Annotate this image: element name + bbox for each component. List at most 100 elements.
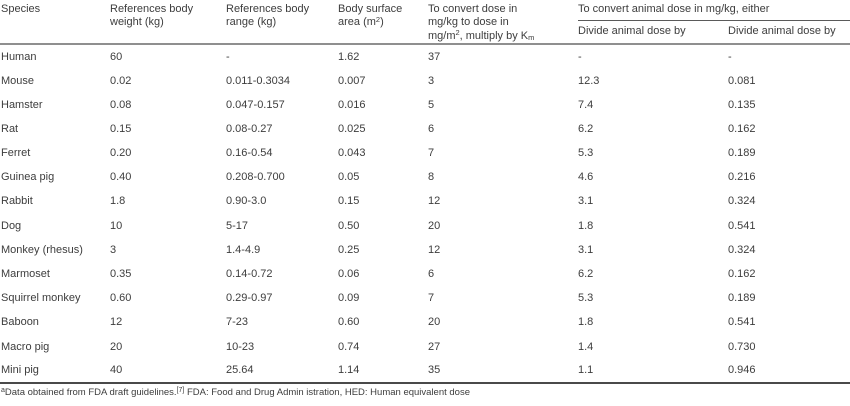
species-cell: Ferret bbox=[1, 147, 31, 160]
footnote-abbreviations: FDA: Food and Drug Admin istration, HED:… bbox=[184, 386, 470, 398]
body-range-cell: - bbox=[226, 50, 230, 63]
km-cell: 20 bbox=[428, 219, 441, 232]
body-range-cell: 0.08-0.27 bbox=[226, 122, 273, 135]
body-range-cell: 0.29-0.97 bbox=[226, 292, 273, 305]
body-weight-cell: 0.40 bbox=[110, 171, 132, 184]
km-cell: 6 bbox=[428, 122, 435, 135]
footnote-reference: [7] bbox=[176, 386, 185, 394]
header-km-conversion: To convert dose in mg/kg to dose in mg/m… bbox=[428, 0, 578, 46]
divide-dose-cell-2: 0.216 bbox=[728, 171, 756, 184]
footnote-marker: a bbox=[1, 386, 5, 394]
km-cell: 12 bbox=[428, 243, 441, 256]
body-weight-cell: 60 bbox=[110, 50, 123, 63]
species-cell: Squirrel monkey bbox=[1, 292, 81, 305]
header-species: Species bbox=[0, 0, 110, 46]
table-row: Monkey (rhesus) 3 1.4-4.9 0.25 12 3.1 0.324 bbox=[0, 238, 850, 262]
header-divide-dose-2: Divide animal dose by bbox=[728, 20, 850, 46]
divide-dose-cell-1: - bbox=[578, 50, 582, 63]
superscript-2: 2 bbox=[455, 28, 460, 38]
body-range-cell: 0.16-0.54 bbox=[226, 147, 273, 160]
divide-dose-cell-1: 1.4 bbox=[578, 340, 594, 353]
header-body-weight-label: References body weight (kg) bbox=[110, 3, 194, 29]
divide-dose-cell-1: 5.3 bbox=[578, 147, 594, 160]
body-weight-cell: 40 bbox=[110, 358, 226, 384]
divide-dose-cell-1: 7.4 bbox=[578, 98, 594, 111]
header-km-conversion-label: To convert dose in mg/kg to dose in mg/m… bbox=[428, 3, 535, 43]
body-weight-cell: 0.08 bbox=[110, 98, 132, 111]
km-cell: 3 bbox=[428, 74, 435, 87]
species-cell: Macro pig bbox=[1, 340, 50, 353]
divide-dose-cell-2: 0.541 bbox=[728, 219, 756, 232]
body-range-cell: 0.011-0.3034 bbox=[226, 74, 291, 87]
body-range-cell: 0.14-0.72 bbox=[226, 268, 273, 280]
divide-dose-cell-2: - bbox=[728, 50, 732, 63]
divide-dose-cell-1: 3.1 bbox=[578, 195, 594, 208]
table-row: Mouse 0.02 0.011-0.3034 0.007 3 12.3 0.081 bbox=[0, 68, 850, 92]
table-row: Baboon 12 7-23 0.60 20 1.8 0.541 bbox=[0, 310, 850, 334]
body-weight-cell: 0.02 bbox=[110, 74, 132, 87]
table-row: Human 60 - 1.62 37 - - bbox=[0, 44, 850, 68]
divide-dose-cell-2: 0.081 bbox=[728, 74, 756, 87]
divide-dose-cell-2: 0.162 bbox=[728, 268, 756, 280]
body-range-cell: 0.208-0.700 bbox=[226, 171, 285, 184]
km-cell: 12 bbox=[428, 195, 441, 208]
divide-dose-cell-1: 1.1 bbox=[578, 358, 728, 384]
km-cell: 6 bbox=[428, 268, 435, 280]
table-row: Mini pig 40 25.64 1.14 35 1.1 0.946 bbox=[0, 358, 850, 384]
body-weight-cell: 3 bbox=[110, 243, 117, 256]
km-cell: 37 bbox=[428, 50, 441, 63]
table-row: Guinea pig 0.40 0.208-0.700 0.05 8 4.6 0.216 bbox=[0, 165, 850, 189]
header-body-weight: References body weight (kg) bbox=[110, 0, 226, 46]
species-cell: Dog bbox=[1, 219, 22, 232]
divide-dose-cell-2: 0.189 bbox=[728, 292, 756, 305]
body-weight-cell: 0.20 bbox=[110, 147, 132, 160]
footnote-text: Data obtained from FDA draft guidelines. bbox=[4, 386, 177, 398]
divide-dose-cell-1: 4.6 bbox=[578, 171, 594, 184]
species-cell: Hamster bbox=[1, 98, 43, 111]
bsa-cell: 0.60 bbox=[338, 316, 360, 329]
species-cell: Human bbox=[1, 50, 37, 63]
divide-dose-cell-2: 0.324 bbox=[728, 195, 756, 208]
species-cell: Monkey (rhesus) bbox=[1, 243, 83, 256]
divide-dose-cell-2: 0.730 bbox=[728, 340, 756, 353]
body-weight-cell: 0.35 bbox=[110, 268, 132, 280]
species-cell: Mouse bbox=[1, 74, 35, 87]
table-body: Human 60-1.62 37- - Mouse 0.02 0.011-0.3034 0.0… bbox=[0, 44, 850, 384]
divide-dose-cell-1: 3.1 bbox=[578, 243, 594, 256]
km-cell: 20 bbox=[428, 316, 441, 329]
body-range-cell: 0.90-3.0 bbox=[226, 195, 267, 208]
bsa-cell: 0.016 bbox=[338, 98, 366, 111]
divide-dose-cell-2: 0.135 bbox=[728, 98, 756, 111]
divide-dose-cell-1: 5.3 bbox=[578, 292, 594, 305]
dose-conversion-table: Species References body weight (kg) Refe… bbox=[0, 0, 850, 384]
bsa-cell: 0.09 bbox=[338, 292, 360, 305]
table-row: Hamster 0.08 0.047-0.157 0.016 5 7.4 0.135 bbox=[0, 93, 850, 117]
header-group-animal-dose: To convert animal dose in mg/kg, either bbox=[578, 0, 850, 21]
body-weight-cell: 0.15 bbox=[110, 122, 132, 135]
table-row: Macro pig 20 10-23 0.74 27 1.4 0.730 bbox=[0, 334, 850, 358]
header-divide-dose-2-label: Divide animal dose by bbox=[728, 24, 836, 37]
table-row: Rat 0.15 0.08-0.27 0.025 6 6.2 0.162 bbox=[0, 117, 850, 141]
header-species-label: Species bbox=[1, 3, 41, 15]
species-cell: Rat bbox=[1, 122, 19, 135]
table-row: Marmoset 0.35 0.14-0.72 0.06 6 6.2 0.162 bbox=[0, 262, 850, 286]
body-range-cell: 7-23 bbox=[226, 316, 249, 329]
body-range-cell: 10-23 bbox=[226, 340, 255, 353]
bsa-cell: 0.025 bbox=[338, 122, 366, 135]
body-weight-cell: 0.60 bbox=[110, 292, 132, 305]
header-body-surface-area-label: Body surface area (m2) bbox=[338, 3, 403, 29]
subscript-m: m bbox=[528, 33, 535, 43]
divide-dose-cell-1: 6.2 bbox=[578, 268, 594, 280]
superscript-2: 2 bbox=[375, 15, 381, 25]
divide-dose-cell-2: 0.189 bbox=[728, 147, 756, 160]
bsa-cell: 0.06 bbox=[338, 268, 360, 280]
species-cell: Marmoset bbox=[1, 268, 50, 280]
species-cell: Rabbit bbox=[1, 195, 33, 208]
species-cell: Mini pig bbox=[0, 358, 110, 384]
bsa-cell: 0.15 bbox=[338, 195, 360, 208]
km-cell: 35 bbox=[428, 358, 578, 384]
body-range-cell: 5-17 bbox=[226, 219, 249, 232]
header-body-surface-area: Body surface area (m2) bbox=[338, 0, 428, 46]
km-cell: 5 bbox=[428, 98, 435, 111]
table-footnote: aData obtained from FDA draft guidelines… bbox=[0, 387, 850, 400]
